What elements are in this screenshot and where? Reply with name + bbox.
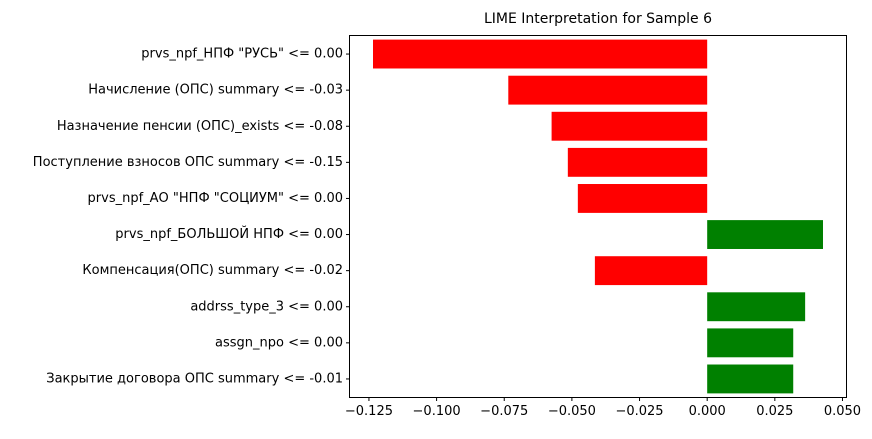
y-tick-label-7: addrss_type_3 <= 0.00 bbox=[190, 299, 343, 314]
bars-layer bbox=[373, 39, 823, 394]
bar-7 bbox=[707, 292, 806, 322]
y-tick-label-2: Назначение пенсии (ОПС)_exists <= -0.08 bbox=[57, 119, 343, 134]
bar-8 bbox=[707, 328, 794, 358]
y-tick-label-1: Начисление (ОПС) summary <= -0.03 bbox=[88, 83, 343, 98]
x-tick-label-7: 0.050 bbox=[824, 404, 861, 419]
x-tick-label-2: −0.075 bbox=[480, 404, 528, 419]
axes-frame bbox=[349, 35, 847, 398]
x-tick-label-6: 0.025 bbox=[756, 404, 793, 419]
y-tick-labels: prvs_npf_НПФ "РУСЬ" <= 0.00 Начисление (О… bbox=[33, 47, 350, 386]
y-tick-label-8: assgn_npo <= 0.00 bbox=[215, 335, 343, 350]
bar-3 bbox=[567, 147, 708, 177]
y-tick-label-3: Поступление взносов ОПС summary <= -0.15 bbox=[33, 155, 343, 170]
x-tick-label-0: −0.125 bbox=[345, 404, 393, 419]
bar-6 bbox=[594, 256, 708, 286]
y-tick-label-0: prvs_npf_НПФ "РУСЬ" <= 0.00 bbox=[141, 47, 343, 62]
x-tick-label-1: −0.100 bbox=[413, 404, 461, 419]
y-tick-label-9: Закрытие договора ОПС summary <= -0.01 bbox=[46, 371, 343, 386]
bar-4 bbox=[577, 184, 708, 213]
bar-9 bbox=[707, 364, 794, 394]
x-tick-label-5: 0.000 bbox=[689, 404, 726, 419]
chart-title: LIME Interpretation for Sample 6 bbox=[484, 11, 712, 27]
bar-5 bbox=[707, 220, 823, 249]
y-tick-label-5: prvs_npf_БОЛЬШОЙ НПФ <= 0.00 bbox=[115, 226, 343, 242]
y-tick-label-4: prvs_npf_АО "НПФ "СОЦИУМ" <= 0.00 bbox=[88, 191, 343, 206]
y-tick-label-6: Компенсация(ОПС) summary <= -0.02 bbox=[82, 263, 343, 278]
bar-1 bbox=[508, 75, 708, 105]
bar-2 bbox=[551, 111, 708, 141]
x-tick-label-4: −0.025 bbox=[615, 404, 663, 419]
x-tick-label-3: −0.050 bbox=[548, 404, 596, 419]
x-axis-ticks: −0.125 −0.100 −0.075 −0.050 −0.025 0.000 0.025… bbox=[345, 397, 861, 419]
bar-0 bbox=[373, 39, 708, 69]
